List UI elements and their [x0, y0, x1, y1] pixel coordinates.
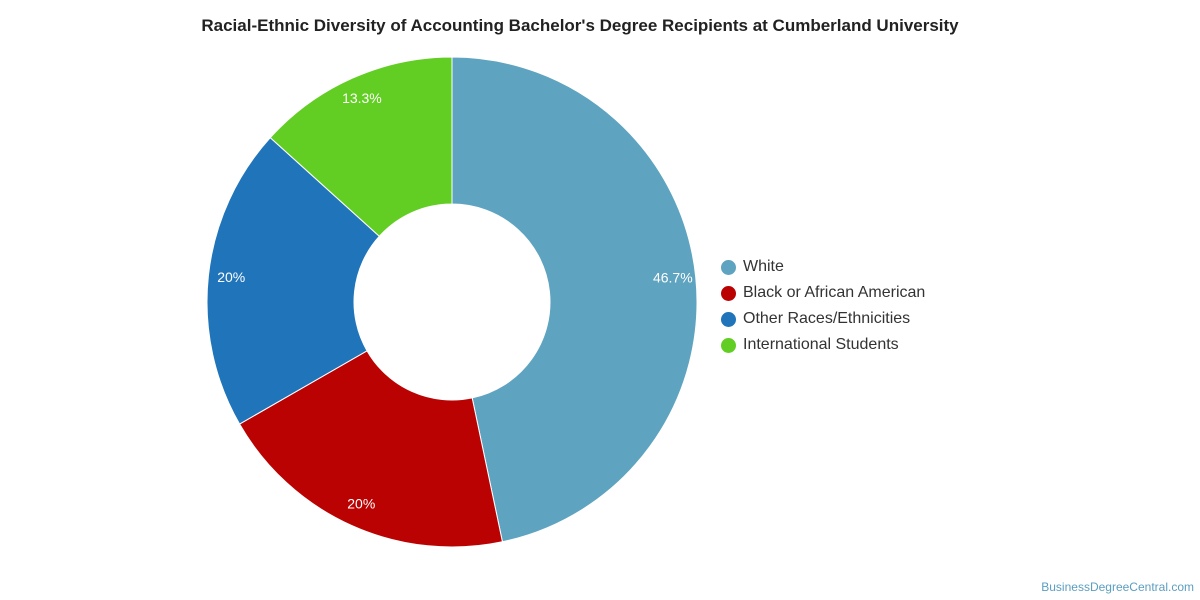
legend-swatch-black-or-african-american — [721, 285, 736, 301]
legend-item-black-or-african-american[interactable]: Black or African American — [721, 280, 925, 306]
legend-label-white: White — [743, 258, 784, 275]
slice-black-or-african-american[interactable] — [238, 350, 504, 548]
legend-label-international-students: International Students — [743, 336, 899, 353]
slice-white[interactable] — [451, 56, 698, 543]
slice-other-races-ethnicities[interactable] — [206, 136, 381, 425]
legend-label-black-or-african-american: Black or African American — [743, 284, 926, 301]
watermark: BusinessDegreeCentral.com — [1041, 580, 1194, 594]
donut-slice-labels: 46.7% 20% 20% 13.3% — [217, 90, 692, 512]
slice-international-students[interactable] — [269, 56, 453, 237]
legend-item-white[interactable]: White — [721, 254, 925, 280]
slice-label-other-races-ethnicities: 20% — [217, 269, 245, 285]
chart-title: Racial-Ethnic Diversity of Accounting Ba… — [201, 16, 959, 35]
legend-swatch-international-students — [721, 337, 736, 353]
slice-label-international-students: 13.3% — [342, 90, 382, 106]
donut-slices — [206, 56, 698, 548]
legend-swatch-other-races-ethnicities — [721, 311, 736, 327]
slice-label-white: 46.7% — [653, 270, 693, 286]
legend-swatch-white — [721, 259, 736, 275]
legend-item-international-students[interactable]: International Students — [721, 332, 925, 358]
chart-legend: White Black or African American Other Ra… — [721, 254, 925, 358]
legend-item-other-races-ethnicities[interactable]: Other Races/Ethnicities — [721, 306, 925, 332]
slice-label-black-or-african-american: 20% — [347, 495, 375, 511]
legend-label-other-races-ethnicities: Other Races/Ethnicities — [743, 310, 911, 327]
